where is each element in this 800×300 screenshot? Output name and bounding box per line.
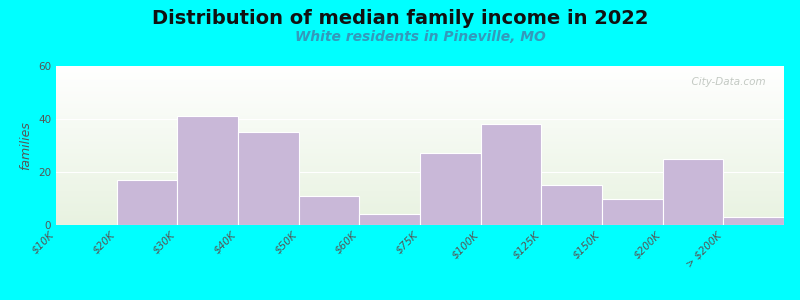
Bar	[238, 132, 298, 225]
Bar	[602, 199, 662, 225]
Bar	[723, 217, 784, 225]
Text: Distribution of median family income in 2022: Distribution of median family income in …	[152, 9, 648, 28]
Bar	[178, 116, 238, 225]
Bar	[298, 196, 359, 225]
Bar	[359, 214, 420, 225]
Bar	[420, 153, 481, 225]
Bar	[662, 159, 723, 225]
Bar	[481, 124, 542, 225]
Title: White residents in Pineville, MO: White residents in Pineville, MO	[294, 30, 546, 44]
Bar	[542, 185, 602, 225]
Y-axis label: families: families	[19, 121, 33, 170]
Bar	[117, 180, 178, 225]
Text: City-Data.com: City-Data.com	[685, 77, 766, 87]
